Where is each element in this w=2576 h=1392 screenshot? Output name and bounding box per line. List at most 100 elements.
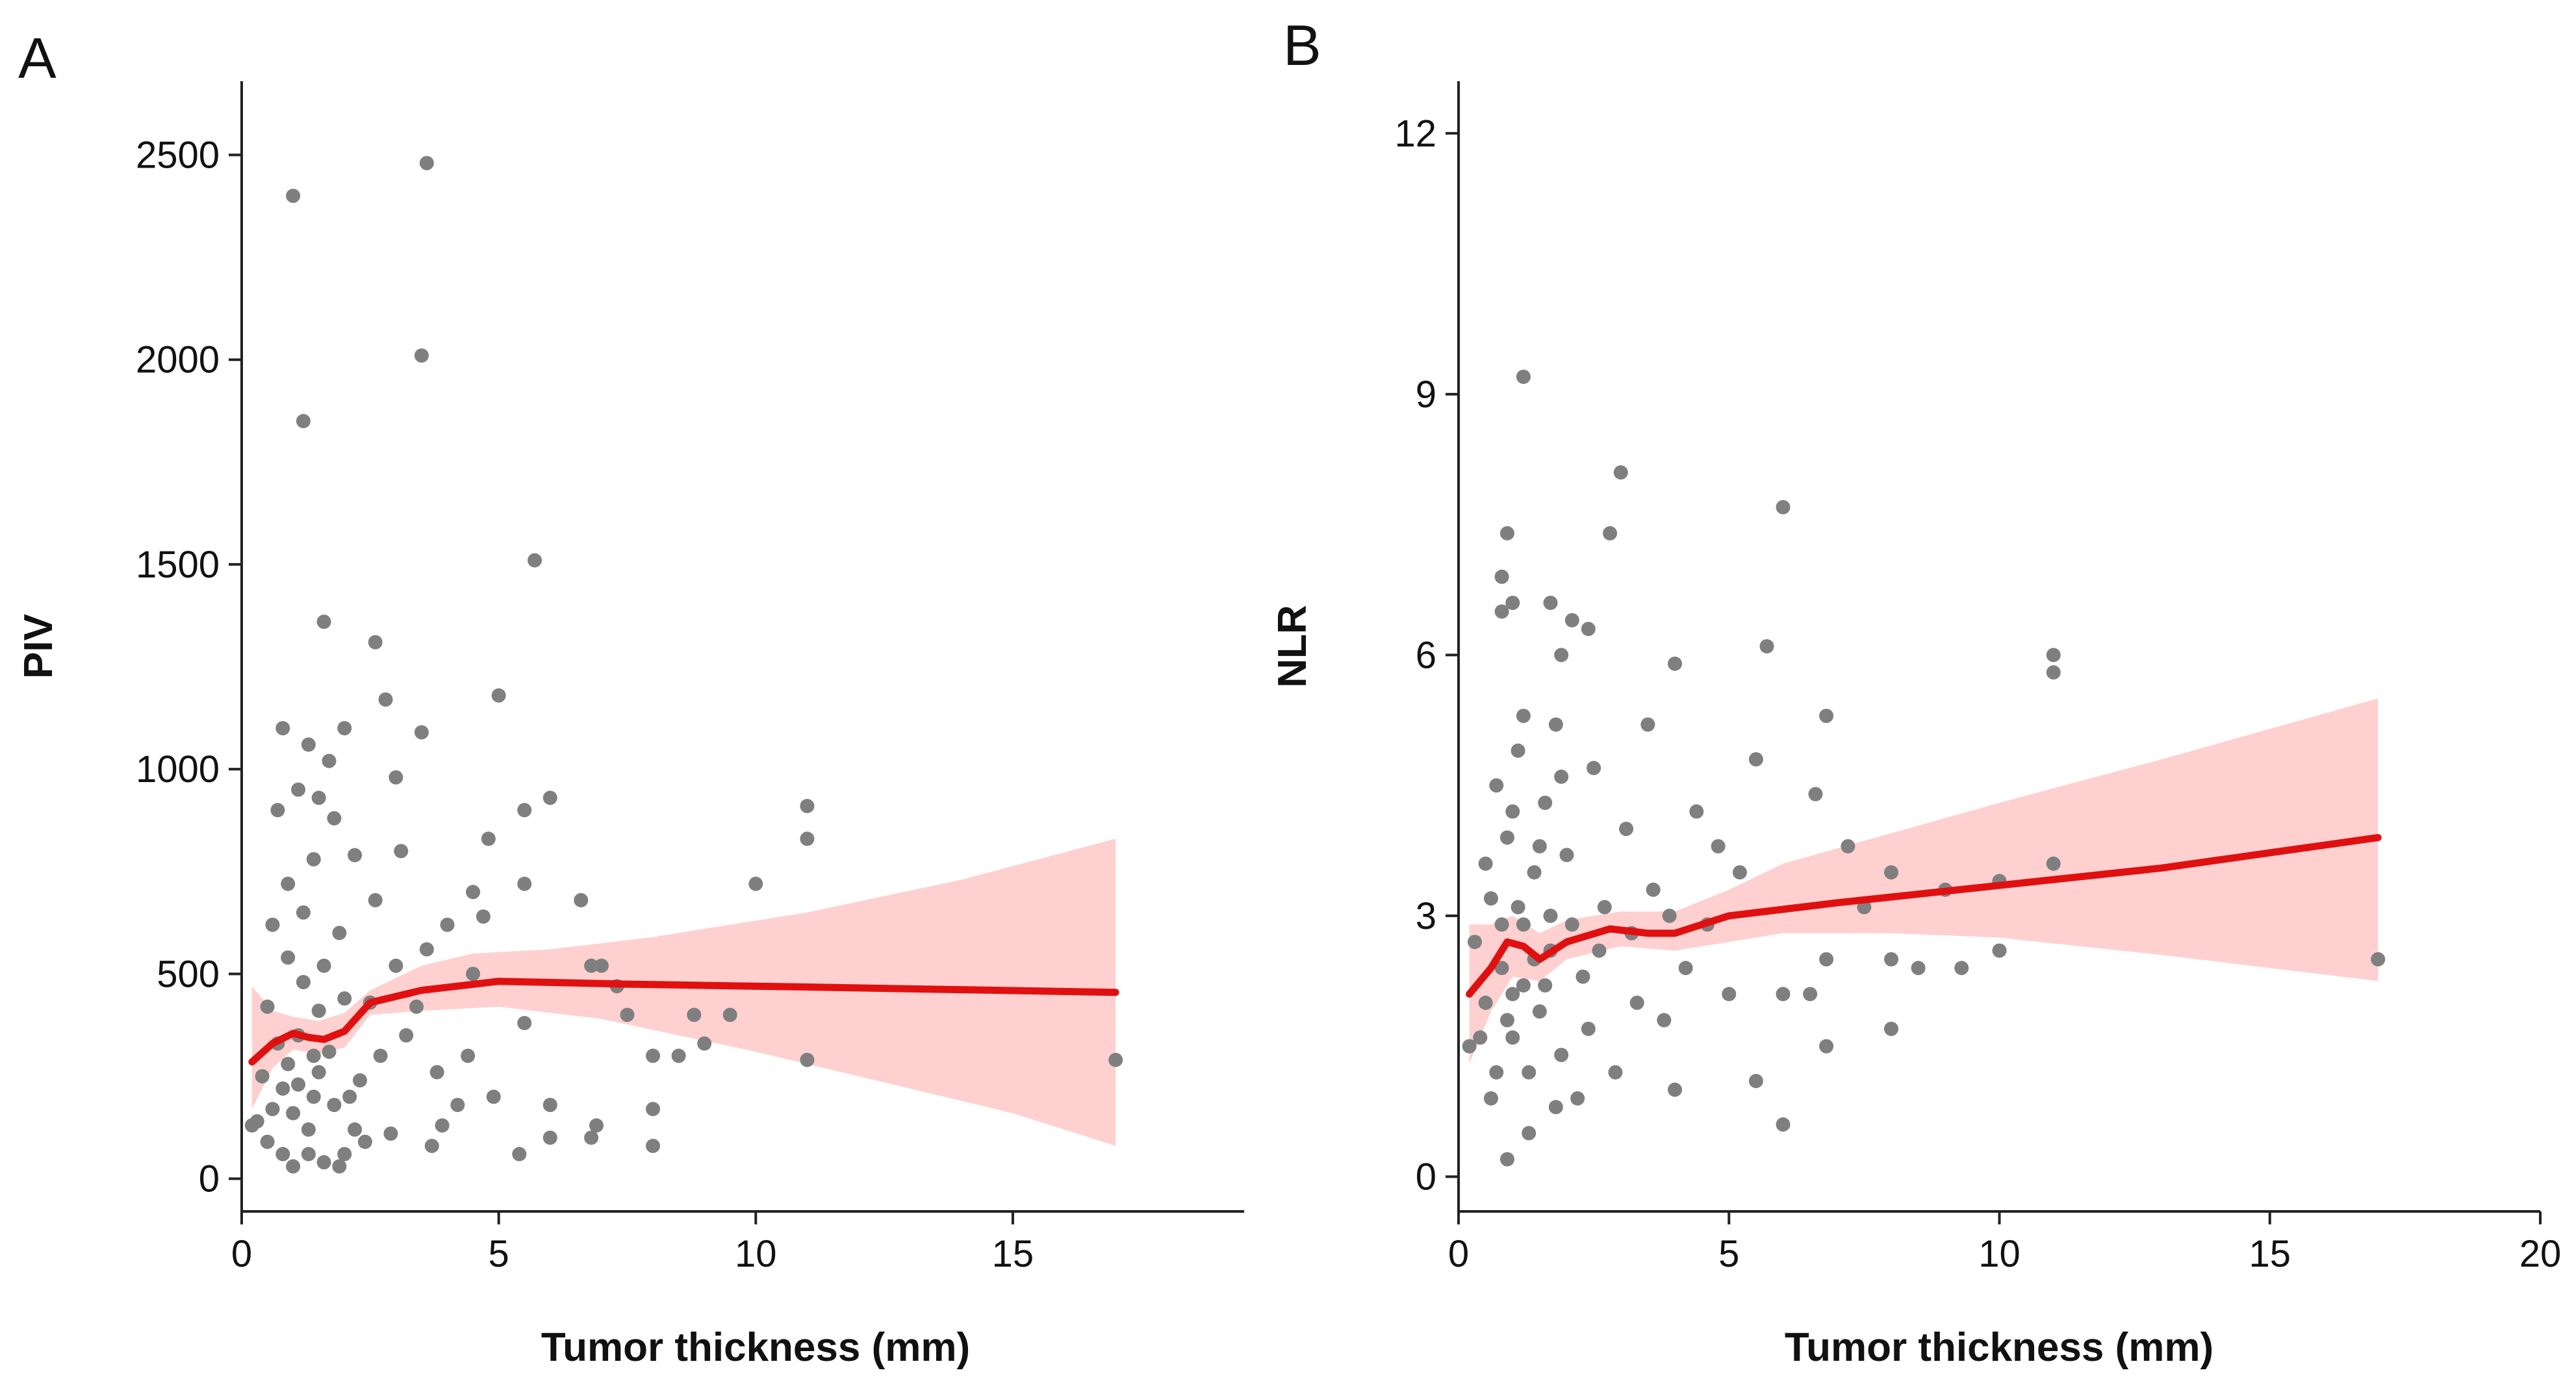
panel-a-data-point (337, 991, 352, 1006)
panel-b-data-point (1559, 848, 1574, 863)
panel-b-data-point (1554, 648, 1569, 663)
panel-a-data-point (281, 1057, 296, 1072)
panel-a-letter: A (18, 26, 57, 90)
panel-a-data-point (476, 909, 491, 924)
panel-b-data-point (1819, 952, 1834, 967)
panel-b-data-point (1499, 526, 1514, 540)
panel-a-data-point (337, 721, 352, 736)
panel-a-data-point (461, 1048, 476, 1063)
panel-a-data-point (286, 1106, 301, 1120)
panel-b-data-point (1884, 1021, 1898, 1036)
panel-a-data-point (301, 737, 316, 752)
panel-a-data-point (584, 1130, 599, 1145)
panel-b-data-point (1668, 1082, 1682, 1097)
panel-a-data-point (316, 614, 331, 629)
panel-a-x-tick-label: 0 (231, 1233, 252, 1275)
panel-a-data-point (281, 950, 296, 965)
panel-a-data-point (286, 1159, 301, 1174)
panel-b-data-point (1678, 961, 1693, 976)
panel-b-data-point (1575, 969, 1590, 984)
panel-a-data-point (419, 942, 434, 957)
panel-b-data-point (1581, 622, 1596, 637)
panel-a-data-point (383, 1126, 398, 1141)
panel-b-data-point (1522, 1126, 1537, 1141)
panel-a-data-point (466, 967, 481, 981)
panel-a-data-point (389, 770, 403, 785)
panel-a-data-point (646, 1048, 661, 1063)
panel-a-data-point (722, 1007, 737, 1022)
panel-a-data-point (296, 905, 311, 920)
panel-a-data-point (260, 1134, 275, 1149)
panel-b-data-point (1516, 917, 1531, 932)
panel-a-data-point (244, 1118, 259, 1133)
panel-b-data-point (1564, 613, 1579, 627)
panel-b-data-point (1608, 1065, 1623, 1080)
panel-a-data-point (281, 876, 296, 891)
panel-b-data-point (1587, 761, 1601, 776)
panel-b-data-point (1548, 717, 1563, 732)
panel-b-data-point (2046, 856, 2061, 871)
panel-b-data-point (1992, 943, 2007, 958)
panel-b-data-point (1613, 465, 1628, 480)
panel-b-x-tick-label: 10 (1978, 1233, 2021, 1275)
panel-a-data-point (646, 1139, 661, 1154)
panel-a-data-point (327, 1098, 342, 1113)
panel-b-data-point (1505, 804, 1520, 819)
panel-b-data-point (1776, 1117, 1791, 1132)
panel-a-data-point (291, 782, 306, 797)
panel-a-data-point (357, 1134, 372, 1149)
panel-b-data-point (1499, 1013, 1514, 1028)
panel-b-data-point (1581, 1021, 1596, 1036)
panel-a-data-point (265, 917, 280, 932)
panel-a-data-point (291, 1077, 306, 1092)
panel-a-x-tick-label: 10 (735, 1233, 777, 1275)
panel-b-data-point (1462, 1039, 1477, 1054)
panel-a-confidence-band (251, 839, 1116, 1146)
panel-a-data-point (450, 1098, 465, 1113)
panel-a-data-point (800, 798, 815, 813)
panel-b-data-point (1629, 995, 1644, 1010)
panel-b-data-point (1640, 717, 1655, 732)
panel-a-data-point (348, 848, 363, 863)
panel-a-data-point (435, 1118, 450, 1133)
panel-b-confidence-band (1469, 698, 2378, 1064)
panel-b-data-point (2046, 665, 2061, 680)
panel-a-data-point (301, 1122, 316, 1137)
panel-b-data-point (1548, 1100, 1563, 1115)
panel-b-data-point (1668, 656, 1682, 671)
panel-b-x-tick-label: 20 (2519, 1233, 2562, 1275)
panel-a-data-point (481, 831, 496, 846)
panel-b-data-point (1748, 1074, 1763, 1089)
panel-b-y-tick-label: 3 (1416, 895, 1436, 937)
panel-b-data-point (1592, 943, 1607, 958)
panel-a-data-point (486, 1089, 501, 1104)
panel-b-chart: B 0 5 10 15 20 0 3 6 9 12 Tumor thickness (mm) N… (1270, 13, 2561, 1370)
panel-a-trend-line (248, 978, 1119, 1066)
panel-a-data-point (419, 156, 434, 171)
panel-a-data-point (270, 803, 285, 818)
panel-a-y-tick-label: 2500 (136, 134, 220, 176)
panel-a-x-axis-title: Tumor thickness (mm) (541, 1325, 970, 1370)
panel-a-data-point (275, 1081, 290, 1096)
panel-b-data-point (1570, 1091, 1585, 1106)
panel-b-data-point (1543, 596, 1558, 611)
panel-a-data-point (399, 1028, 414, 1043)
panel-a-data-point (542, 1130, 557, 1145)
panel-a-y-tick-label: 2000 (136, 339, 220, 381)
panel-a-data-point (311, 1004, 326, 1019)
panel-b-data-point (1478, 856, 1493, 871)
panel-a-data-point (337, 1146, 352, 1161)
panel-b-y-tick-label: 0 (1416, 1156, 1436, 1198)
panel-a-chart: A 0 5 10 15 0 500 1000 1500 2000 2500 Tumor thic… (16, 26, 1244, 1370)
panel-b-data-point (1499, 830, 1514, 845)
panel-b-data-point (1516, 709, 1531, 724)
panel-b-data-point (1511, 900, 1525, 915)
panel-b-data-point (1554, 769, 1569, 784)
panel-b-data-point (1841, 839, 1855, 854)
panel-a-data-point (517, 1016, 532, 1030)
panel-a-data-point (671, 1048, 686, 1063)
panel-b-data-point (1489, 1065, 1504, 1080)
panel-a-data-point (311, 791, 326, 805)
panel-b-data-point (1954, 961, 1969, 976)
panel-a-data-point (512, 1146, 527, 1161)
